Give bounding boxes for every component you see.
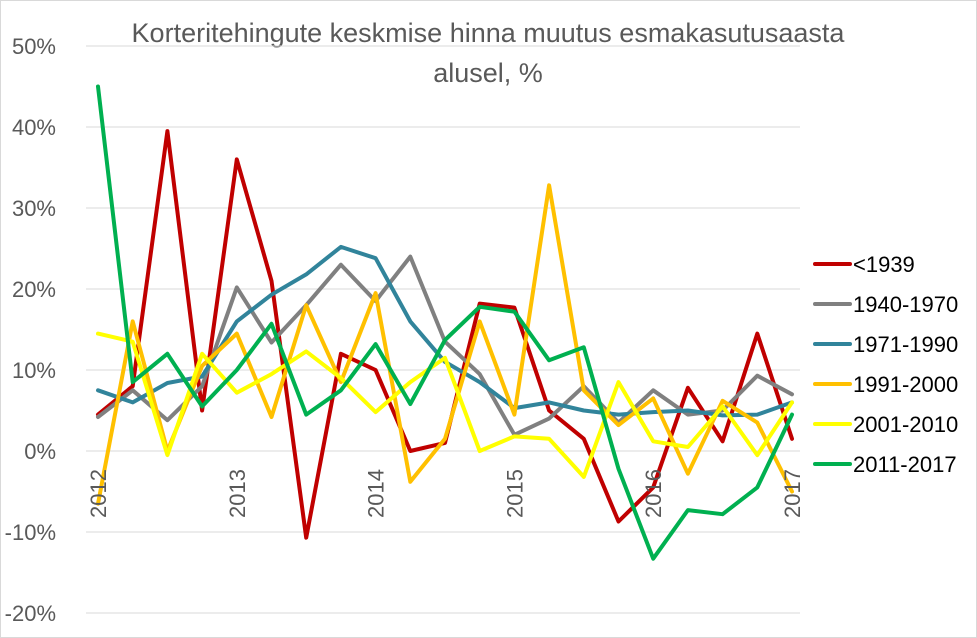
x-axis-tick-labels: 2012 2013 2014 2015 2016 2017 [86,469,805,518]
x-tick-label: 2017 [780,469,805,518]
series-line-0 [96,129,794,540]
legend-label-4: 2001-2010 [853,412,958,437]
series-line-5 [96,84,794,561]
y-tick-label: 30% [12,196,56,221]
y-tick-label: -20% [5,601,56,626]
chart-title: Korteritehingute keskmise hinna muutus e… [132,18,846,88]
series-lines [96,84,794,561]
legend: <1939 1940-1970 1971-1990 1991-2000 2001-201… [813,252,958,477]
x-tick-label: 2012 [86,469,111,518]
y-tick-label: 20% [12,277,56,302]
legend-label-1: 1940-1970 [853,292,958,317]
series-line-4 [96,331,794,479]
legend-label-3: 1991-2000 [853,372,958,397]
y-tick-label: 40% [12,115,56,140]
y-axis-tick-labels: 50% 40% 30% 20% 10% 0% -10% -20% [5,34,56,626]
y-tick-label: 10% [12,358,56,383]
chart-title-line-1: Korteritehingute keskmise hinna muutus e… [132,18,846,48]
legend-label-5: 2011-2017 [853,452,957,477]
legend-label-2: 1971-1990 [853,332,958,357]
x-tick-label: 2016 [641,469,666,518]
x-tick-label: 2014 [364,469,389,518]
x-tick-label: 2013 [225,469,250,518]
y-tick-label: 0% [24,439,56,464]
y-tick-label: 50% [12,34,56,59]
x-tick-label: 2015 [502,469,527,518]
series-line-3 [96,183,794,506]
y-tick-label: -10% [5,520,56,545]
legend-label-0: <1939 [853,252,915,277]
chart-title-line-2: alusel, % [433,58,543,88]
